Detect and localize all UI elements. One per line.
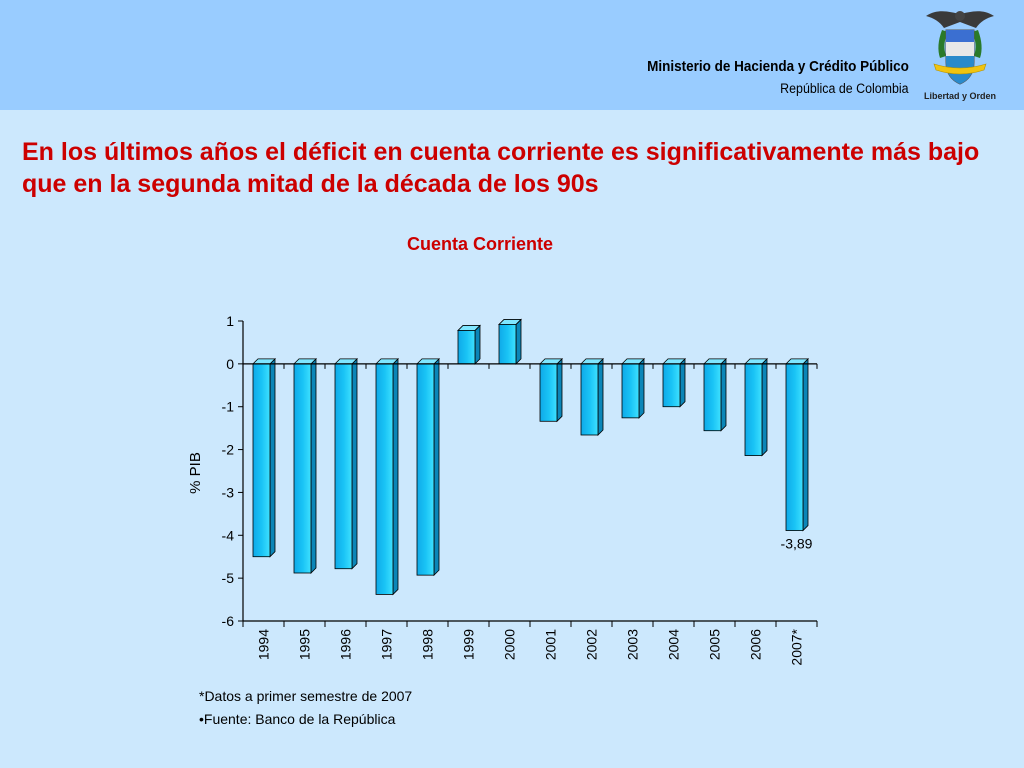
y-tick-label: -3 bbox=[222, 484, 235, 500]
x-tick-label: 2003 bbox=[625, 629, 641, 660]
bar-1997 bbox=[375, 357, 399, 596]
y-tick-label: -4 bbox=[222, 527, 235, 543]
bar-side bbox=[515, 318, 522, 365]
bar-side bbox=[761, 357, 768, 457]
y-tick-label: -5 bbox=[222, 570, 235, 586]
bar-front bbox=[662, 363, 681, 408]
bar-1998 bbox=[416, 357, 440, 577]
bar-side bbox=[269, 357, 276, 558]
chart-title: Cuenta Corriente bbox=[406, 234, 554, 254]
x-tick-label: 1999 bbox=[461, 629, 477, 660]
bar-front bbox=[293, 363, 312, 574]
x-tick-label: 1995 bbox=[297, 629, 313, 660]
bar-side bbox=[679, 357, 686, 408]
bar-front bbox=[703, 363, 722, 432]
x-tick-label: 2002 bbox=[584, 629, 600, 660]
bar-2002 bbox=[580, 357, 604, 436]
bar-front bbox=[375, 363, 394, 595]
y-tick-label: -6 bbox=[222, 613, 235, 629]
bar-side bbox=[638, 357, 645, 419]
republic-name: República de Colombia bbox=[780, 81, 909, 96]
x-tick-label: 1997 bbox=[379, 629, 395, 660]
bar-1994 bbox=[252, 357, 276, 558]
y-tick-label: -1 bbox=[222, 399, 235, 415]
bar-1996 bbox=[334, 357, 358, 570]
bar-front bbox=[539, 363, 558, 422]
bar-1995 bbox=[293, 357, 317, 574]
bar-front bbox=[580, 363, 599, 436]
x-tick-label: 2005 bbox=[707, 629, 723, 660]
y-tick-label: 0 bbox=[226, 356, 234, 372]
bar-side bbox=[720, 357, 727, 432]
ministry-name: Ministerio de Hacienda y Crédito Público bbox=[647, 58, 909, 75]
bar-front bbox=[621, 363, 640, 419]
bar-side bbox=[310, 357, 317, 574]
footnote-data-period: *Datos a primer semestre de 2007 bbox=[199, 688, 413, 704]
footnote-source: •Fuente: Banco de la República bbox=[199, 711, 396, 727]
bar-2006 bbox=[744, 357, 768, 457]
bar-front bbox=[416, 363, 435, 576]
bar-2000 bbox=[498, 318, 522, 365]
bar-front bbox=[457, 330, 476, 365]
y-tick-label: 1 bbox=[226, 313, 234, 329]
bar-2007* bbox=[785, 357, 809, 532]
x-tick-label: 2004 bbox=[666, 629, 682, 660]
x-tick-label: 2000 bbox=[502, 629, 518, 660]
x-tick-label: 1994 bbox=[256, 629, 272, 660]
bar-1999 bbox=[457, 324, 481, 365]
header-band bbox=[0, 0, 1024, 110]
bar-2001 bbox=[539, 357, 563, 423]
bar-side bbox=[351, 357, 358, 570]
logo-motto-text: Libertad y Orden bbox=[924, 91, 996, 101]
bar-side bbox=[392, 357, 399, 596]
x-tick-label: 2006 bbox=[748, 629, 764, 660]
x-tick-label: 1996 bbox=[338, 629, 354, 660]
bar-side bbox=[433, 357, 440, 577]
bar-2005 bbox=[703, 357, 727, 432]
bar-2004 bbox=[662, 357, 686, 408]
bar-side bbox=[474, 324, 481, 365]
bar-front bbox=[744, 363, 763, 456]
bar-front bbox=[498, 324, 517, 365]
bar-front bbox=[334, 363, 353, 570]
x-tick-label: 1998 bbox=[420, 629, 436, 660]
x-tick-label: 2001 bbox=[543, 629, 559, 660]
bar-side bbox=[597, 357, 604, 436]
x-tick-label: 2007* bbox=[789, 628, 805, 665]
bar-side bbox=[556, 357, 563, 423]
y-axis-label: % PIB bbox=[187, 452, 204, 494]
slide-title: En los últimos años el déficit en cuenta… bbox=[22, 138, 980, 198]
bar-2003 bbox=[621, 357, 645, 419]
bar-front bbox=[785, 363, 804, 531]
bar-side bbox=[802, 357, 809, 532]
data-label: -3,89 bbox=[781, 536, 813, 552]
bar-front bbox=[252, 363, 271, 558]
y-tick-label: -2 bbox=[222, 442, 235, 458]
colombia-coat-of-arms-logo: Libertad y Orden bbox=[924, 11, 996, 101]
